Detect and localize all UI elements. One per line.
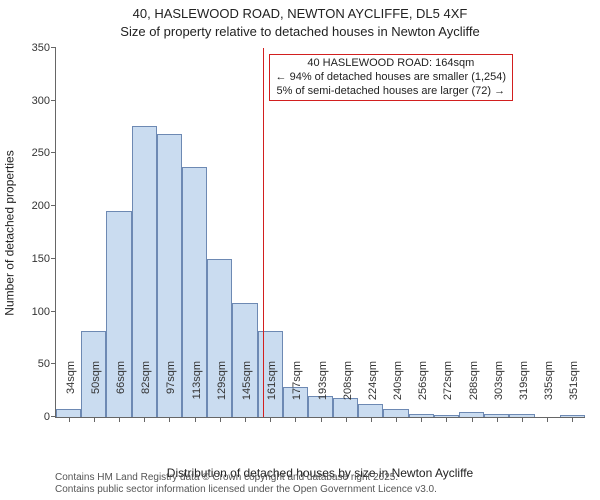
x-tick-label: 66sqm: [115, 361, 127, 421]
title-line-2: Size of property relative to detached ho…: [0, 24, 600, 39]
x-tick-mark: [220, 417, 221, 422]
x-tick-label: 272sqm: [442, 361, 454, 421]
y-tick-mark: [51, 363, 56, 364]
x-tick-label: 224sqm: [367, 361, 379, 421]
x-tick-label: 335sqm: [543, 361, 555, 421]
x-tick-mark: [421, 417, 422, 422]
x-tick-label: 240sqm: [392, 361, 404, 421]
x-tick-mark: [547, 417, 548, 422]
x-tick-mark: [119, 417, 120, 422]
plot-area: 40 HASLEWOOD ROAD: 164sqm ← 94% of detac…: [55, 48, 585, 418]
y-tick-label: 350: [10, 42, 56, 54]
y-tick-label: 250: [10, 147, 56, 159]
x-tick-label: 256sqm: [417, 361, 429, 421]
x-tick-label: 193sqm: [317, 361, 329, 421]
x-tick-mark: [245, 417, 246, 422]
x-tick-mark: [270, 417, 271, 422]
y-tick-mark: [51, 258, 56, 259]
y-tick-label: 50: [10, 358, 56, 370]
marker-line: [263, 48, 264, 417]
y-axis-label-text: Number of detached properties: [3, 150, 17, 315]
x-tick-mark: [195, 417, 196, 422]
annotation-line-2: ← 94% of detached houses are smaller (1,…: [276, 71, 507, 85]
x-tick-mark: [94, 417, 95, 422]
x-tick-mark: [169, 417, 170, 422]
x-tick-label: 288sqm: [468, 361, 480, 421]
x-tick-label: 129sqm: [216, 361, 228, 421]
x-tick-label: 208sqm: [342, 361, 354, 421]
y-tick-mark: [51, 311, 56, 312]
y-tick-label: 200: [10, 200, 56, 212]
annotation-line-3: 5% of semi-detached houses are larger (7…: [276, 85, 507, 99]
y-tick-mark: [51, 100, 56, 101]
x-tick-label: 303sqm: [493, 361, 505, 421]
x-tick-label: 319sqm: [518, 361, 530, 421]
x-tick-mark: [69, 417, 70, 422]
y-tick-mark: [51, 416, 56, 417]
title-line-1: 40, HASLEWOOD ROAD, NEWTON AYCLIFFE, DL5…: [0, 6, 600, 21]
annotation-box: 40 HASLEWOOD ROAD: 164sqm ← 94% of detac…: [269, 54, 514, 101]
x-tick-label: 113sqm: [191, 361, 203, 421]
y-tick-mark: [51, 205, 56, 206]
x-tick-label: 161sqm: [266, 361, 278, 421]
y-tick-label: 300: [10, 95, 56, 107]
y-tick-mark: [51, 47, 56, 48]
footer-line-2: Contains public sector information licen…: [55, 484, 437, 496]
x-tick-mark: [144, 417, 145, 422]
x-tick-mark: [572, 417, 573, 422]
x-tick-label: 145sqm: [241, 361, 253, 421]
x-tick-mark: [371, 417, 372, 422]
footer-line-1: Contains HM Land Registry data © Crown c…: [55, 472, 437, 484]
x-tick-mark: [472, 417, 473, 422]
x-tick-label: 82sqm: [140, 361, 152, 421]
x-tick-mark: [396, 417, 397, 422]
x-tick-mark: [446, 417, 447, 422]
x-tick-mark: [321, 417, 322, 422]
annotation-line-1: 40 HASLEWOOD ROAD: 164sqm: [276, 57, 507, 71]
x-tick-label: 177sqm: [291, 361, 303, 421]
x-tick-mark: [497, 417, 498, 422]
x-tick-label: 351sqm: [568, 361, 580, 421]
y-tick-label: 100: [10, 306, 56, 318]
footer-attribution: Contains HM Land Registry data © Crown c…: [55, 472, 437, 496]
x-tick-label: 50sqm: [90, 361, 102, 421]
y-tick-label: 150: [10, 253, 56, 265]
x-tick-mark: [346, 417, 347, 422]
x-tick-label: 97sqm: [165, 361, 177, 421]
x-tick-mark: [522, 417, 523, 422]
x-tick-mark: [295, 417, 296, 422]
y-tick-label: 0: [10, 411, 56, 423]
chart-container: 40, HASLEWOOD ROAD, NEWTON AYCLIFFE, DL5…: [0, 0, 600, 500]
y-tick-mark: [51, 152, 56, 153]
x-tick-label: 34sqm: [65, 361, 77, 421]
